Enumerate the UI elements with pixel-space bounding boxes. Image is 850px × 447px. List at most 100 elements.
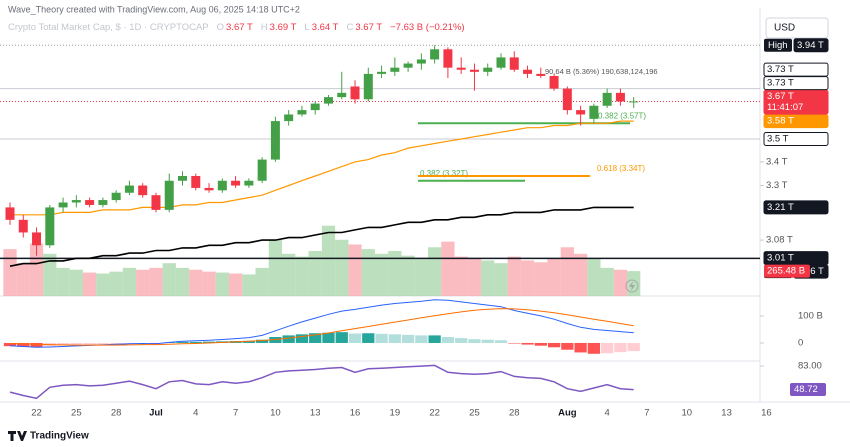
macd-histogram-bar xyxy=(561,342,574,350)
volume-bar xyxy=(441,241,455,296)
candle-body xyxy=(469,69,479,72)
macd-histogram-bar xyxy=(441,337,455,343)
volume-bar xyxy=(202,271,216,296)
legend-value: 3.67 T xyxy=(355,22,382,33)
fib-label: 0.382 (3.57T) xyxy=(598,111,646,120)
price-label-prefix: High xyxy=(768,40,788,51)
volume-bar xyxy=(56,267,70,296)
x-tick-label: Aug xyxy=(558,408,577,419)
macd-histogram-bar xyxy=(202,341,216,343)
price-label: 3.58 T xyxy=(767,116,794,127)
volume-bar xyxy=(560,247,574,296)
macd-histogram-bar xyxy=(242,340,255,343)
x-tick-label: 10 xyxy=(681,408,692,419)
price-label: 3.73 T xyxy=(767,64,794,75)
candle-body xyxy=(337,92,347,98)
price-label-box xyxy=(763,62,829,77)
price-label-box xyxy=(763,76,829,91)
volume-bar xyxy=(295,256,309,296)
candle-body xyxy=(390,67,400,72)
volume-bar xyxy=(109,271,123,296)
macd-histogram-bar xyxy=(189,341,202,343)
volume-bar xyxy=(189,269,203,296)
volume-bar xyxy=(215,272,229,296)
y-tick-label: 3.4 T xyxy=(766,156,788,167)
macd-tick-label: 0 xyxy=(798,337,803,348)
macd-histogram-bar xyxy=(3,342,17,347)
macd-histogram-bar xyxy=(362,333,375,343)
x-tick-label: Jul xyxy=(149,408,163,419)
macd-histogram-bar xyxy=(401,334,415,343)
volume-bar xyxy=(600,267,614,296)
attribution: Wave_Theory created with TradingView.com… xyxy=(8,4,300,14)
x-tick-label: 22 xyxy=(31,408,42,419)
rsi-label-box xyxy=(790,383,826,397)
x-tick-label: 13 xyxy=(310,408,321,419)
macd-histogram-bar xyxy=(428,335,441,343)
x-tick-label: 4 xyxy=(605,408,610,419)
x-tick-label: 7 xyxy=(233,408,238,419)
legend-key: O xyxy=(217,22,224,33)
macd-histogram-bar xyxy=(322,332,335,343)
candle-body xyxy=(58,202,68,208)
volume-bar xyxy=(388,251,402,296)
volume-bar xyxy=(255,267,269,296)
volume-bar xyxy=(282,253,296,296)
candle-body xyxy=(138,185,148,196)
candle-body xyxy=(217,180,227,191)
candle-body xyxy=(5,207,15,220)
currency-box[interactable] xyxy=(765,17,829,39)
candle-body xyxy=(45,207,55,246)
candle-body xyxy=(323,97,333,104)
legend-change: −7.63 B (−0.21%) xyxy=(390,22,464,33)
price-label: 3.73 T xyxy=(767,78,794,89)
x-tick-label: 4 xyxy=(193,408,198,419)
x-tick-label: 7 xyxy=(644,408,649,419)
macd-histogram-bar xyxy=(627,342,640,352)
candle-body xyxy=(416,59,426,64)
volume-bar xyxy=(228,273,243,296)
volume-bar xyxy=(547,258,561,296)
candle-body xyxy=(310,103,320,111)
price-label: 3.67 T xyxy=(767,91,794,102)
volume-bar xyxy=(401,255,415,296)
macd-histogram-bar xyxy=(348,333,362,343)
macd-histogram-bar xyxy=(295,334,309,343)
volume-bar xyxy=(149,267,163,296)
volume-bar xyxy=(69,269,83,296)
currency[interactable]: USD xyxy=(774,23,795,34)
macd-histogram-bar xyxy=(388,334,401,343)
volume-bar xyxy=(43,253,57,296)
branding: TradingView xyxy=(30,431,89,442)
price-label: 3.94 T xyxy=(797,40,824,51)
macd-histogram-bar xyxy=(521,342,534,345)
macd-histogram-bar xyxy=(547,342,561,348)
candle-body xyxy=(204,187,214,191)
y-tick-label: 3.3 T xyxy=(766,180,788,191)
price-label-prefix-box xyxy=(764,38,792,52)
legend-value: 3.64 T xyxy=(312,22,339,33)
price-label: 2.96 T xyxy=(797,266,824,277)
macd-signal-line xyxy=(9,308,634,346)
volume-bar xyxy=(136,269,150,296)
x-tick-label: 19 xyxy=(390,408,401,419)
macd-histogram-bar xyxy=(455,338,468,343)
legend-value: 3.69 T xyxy=(270,22,297,33)
candle-body xyxy=(297,110,307,115)
macd-histogram-bar xyxy=(149,342,163,344)
candle-body xyxy=(403,63,413,68)
price-label-box xyxy=(763,200,829,215)
x-tick-label: 28 xyxy=(111,408,122,419)
y-tick-label: 3.08 T xyxy=(766,235,793,246)
price-label: 3.21 T xyxy=(767,202,794,213)
candle-body xyxy=(164,180,174,210)
candle-body xyxy=(350,86,360,100)
macd-histogram-bar xyxy=(70,342,83,346)
candle-body xyxy=(151,195,161,210)
volume-bar xyxy=(268,239,283,296)
volume-bar xyxy=(82,272,97,296)
candle-body xyxy=(483,67,493,72)
volume-bar xyxy=(122,267,137,296)
volume-bar xyxy=(308,251,322,296)
candle-body xyxy=(430,49,440,60)
